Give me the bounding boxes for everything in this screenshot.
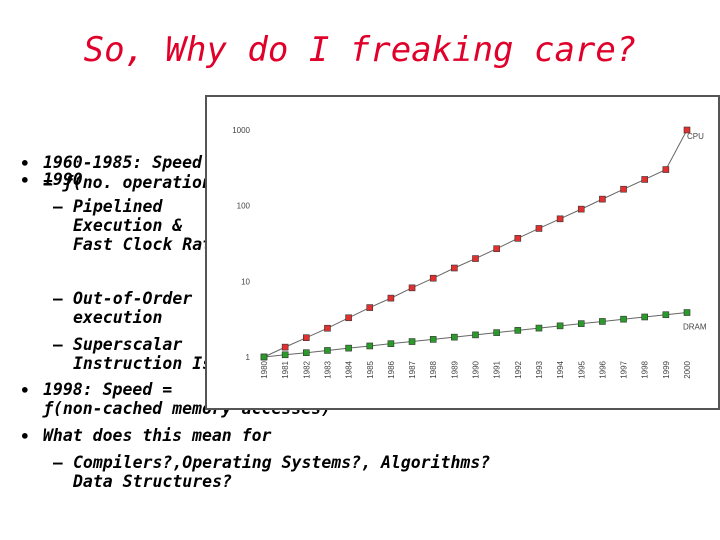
data-point-dram	[324, 347, 331, 354]
x-tick-label: 1982	[302, 360, 311, 378]
data-point-dram	[662, 311, 670, 319]
data-point-cpu	[514, 235, 522, 242]
x-tick-label: 1991	[493, 360, 502, 378]
data-point-cpu	[662, 166, 670, 173]
x-tick-label: 1989	[450, 360, 459, 378]
chart-svg: 1 10 100 1000 1980 1981 1982 1983 1984 1985 1986 19…	[232, 126, 707, 379]
data-point-dram	[366, 342, 374, 350]
data-point-dram	[451, 333, 458, 341]
y-tick-label: 100	[237, 202, 251, 211]
slide-title: So, Why do I freaking care?	[83, 30, 637, 70]
data-point-dram	[408, 338, 416, 345]
sub-bullet-marker: –	[53, 453, 63, 472]
x-tick-label: 1983	[323, 360, 332, 378]
data-point-cpu	[556, 215, 564, 223]
sub-bullet-text: Superscalar	[73, 335, 183, 354]
sub-bullet-marker: –	[53, 335, 63, 354]
data-point-cpu	[429, 274, 437, 282]
bullet-marker: •	[20, 381, 30, 400]
sub-bullet-text: Instruction Issue	[73, 354, 242, 373]
y-tick-label: 1000	[232, 126, 250, 135]
data-point-dram	[493, 329, 500, 336]
x-tick-label: 1981	[281, 360, 290, 378]
x-tick-label: 1993	[535, 360, 544, 378]
data-point-dram	[429, 336, 437, 343]
data-point-cpu	[324, 324, 331, 332]
data-point-cpu	[683, 126, 691, 134]
data-point-cpu	[535, 225, 543, 232]
x-tick-label: 1984	[345, 360, 354, 378]
bullet-text: What does this mean for	[43, 426, 272, 445]
x-tick-label: 1995	[577, 360, 586, 378]
data-point-cpu	[641, 176, 649, 183]
data-point-dram	[683, 309, 691, 316]
data-point-dram	[620, 315, 627, 323]
sub-bullet-text: Out-of-Order	[73, 289, 193, 308]
x-tick-label: 1994	[556, 360, 565, 378]
data-point-cpu	[387, 294, 395, 302]
bullet-text: = ƒ(no. operations)	[43, 173, 232, 192]
data-point-dram	[387, 340, 395, 347]
data-point-dram	[303, 349, 310, 356]
data-point-cpu	[303, 334, 310, 341]
sub-bullet-text: Execution &	[73, 216, 183, 235]
x-tick-label: 1988	[429, 360, 438, 378]
x-tick-label: 1997	[620, 360, 629, 378]
sub-bullet-marker: –	[53, 289, 63, 308]
x-tick-label: 1980	[260, 360, 269, 378]
data-point-cpu	[408, 284, 416, 292]
sub-bullet-text: execution	[73, 308, 163, 327]
x-tick-label: 1999	[662, 360, 671, 378]
data-point-cpu	[577, 205, 585, 213]
bullet-marker: •	[20, 427, 30, 446]
x-tick-label: 1998	[641, 360, 650, 378]
data-point-dram	[281, 351, 289, 359]
data-point-dram	[514, 327, 522, 334]
data-point-cpu	[366, 304, 374, 311]
data-point-cpu	[451, 264, 458, 272]
data-point-dram	[472, 331, 479, 339]
data-point-cpu	[472, 255, 479, 262]
data-point-cpu	[493, 245, 500, 252]
data-point-dram	[577, 320, 585, 327]
data-point-dram	[556, 322, 564, 330]
sub-bullet-text: Pipelined	[73, 197, 163, 216]
cpu-dram-chart: 1 10 100 1000 1980 1981 1982 1983 1984 1985 1986 19…	[205, 95, 720, 410]
bullet-marker: •	[20, 171, 30, 190]
x-tick-label: 1987	[408, 360, 417, 378]
series-label-dram: DRAM	[683, 323, 707, 332]
data-point-cpu	[345, 314, 352, 322]
sub-bullet-text: Compilers?,Operating Systems?, Algorithm…	[73, 453, 491, 472]
series-line-cpu	[263, 129, 688, 358]
data-point-dram	[641, 313, 649, 321]
x-tick-label: 1985	[366, 360, 375, 378]
bullet-text: 1998: Speed =	[43, 380, 173, 399]
y-tick-label: 1	[246, 353, 251, 362]
x-tick-label: 2000	[683, 360, 692, 378]
data-point-dram	[535, 324, 543, 332]
x-tick-label: 1992	[514, 360, 523, 378]
series-label-cpu: CPU	[687, 132, 704, 141]
bullet-marker: •	[20, 154, 30, 173]
sub-bullet-text: Data Structures?	[73, 472, 232, 491]
data-point-cpu	[599, 195, 606, 203]
data-point-dram	[345, 344, 352, 352]
data-point-cpu	[281, 343, 289, 351]
x-tick-label: 1986	[387, 360, 396, 378]
data-point-dram	[599, 318, 606, 325]
sub-bullet-text: Fast Clock Rate	[73, 235, 223, 254]
bullet-text: 1960-1985: Speed	[43, 153, 202, 172]
x-tick-label: 1990	[472, 360, 481, 378]
x-tick-label: 1996	[598, 360, 607, 378]
sub-bullet-marker: –	[53, 197, 63, 216]
data-point-cpu	[620, 185, 627, 193]
y-tick-label: 10	[241, 277, 250, 286]
bullet-text: 1990	[43, 170, 83, 189]
data-point-dram	[260, 353, 268, 361]
